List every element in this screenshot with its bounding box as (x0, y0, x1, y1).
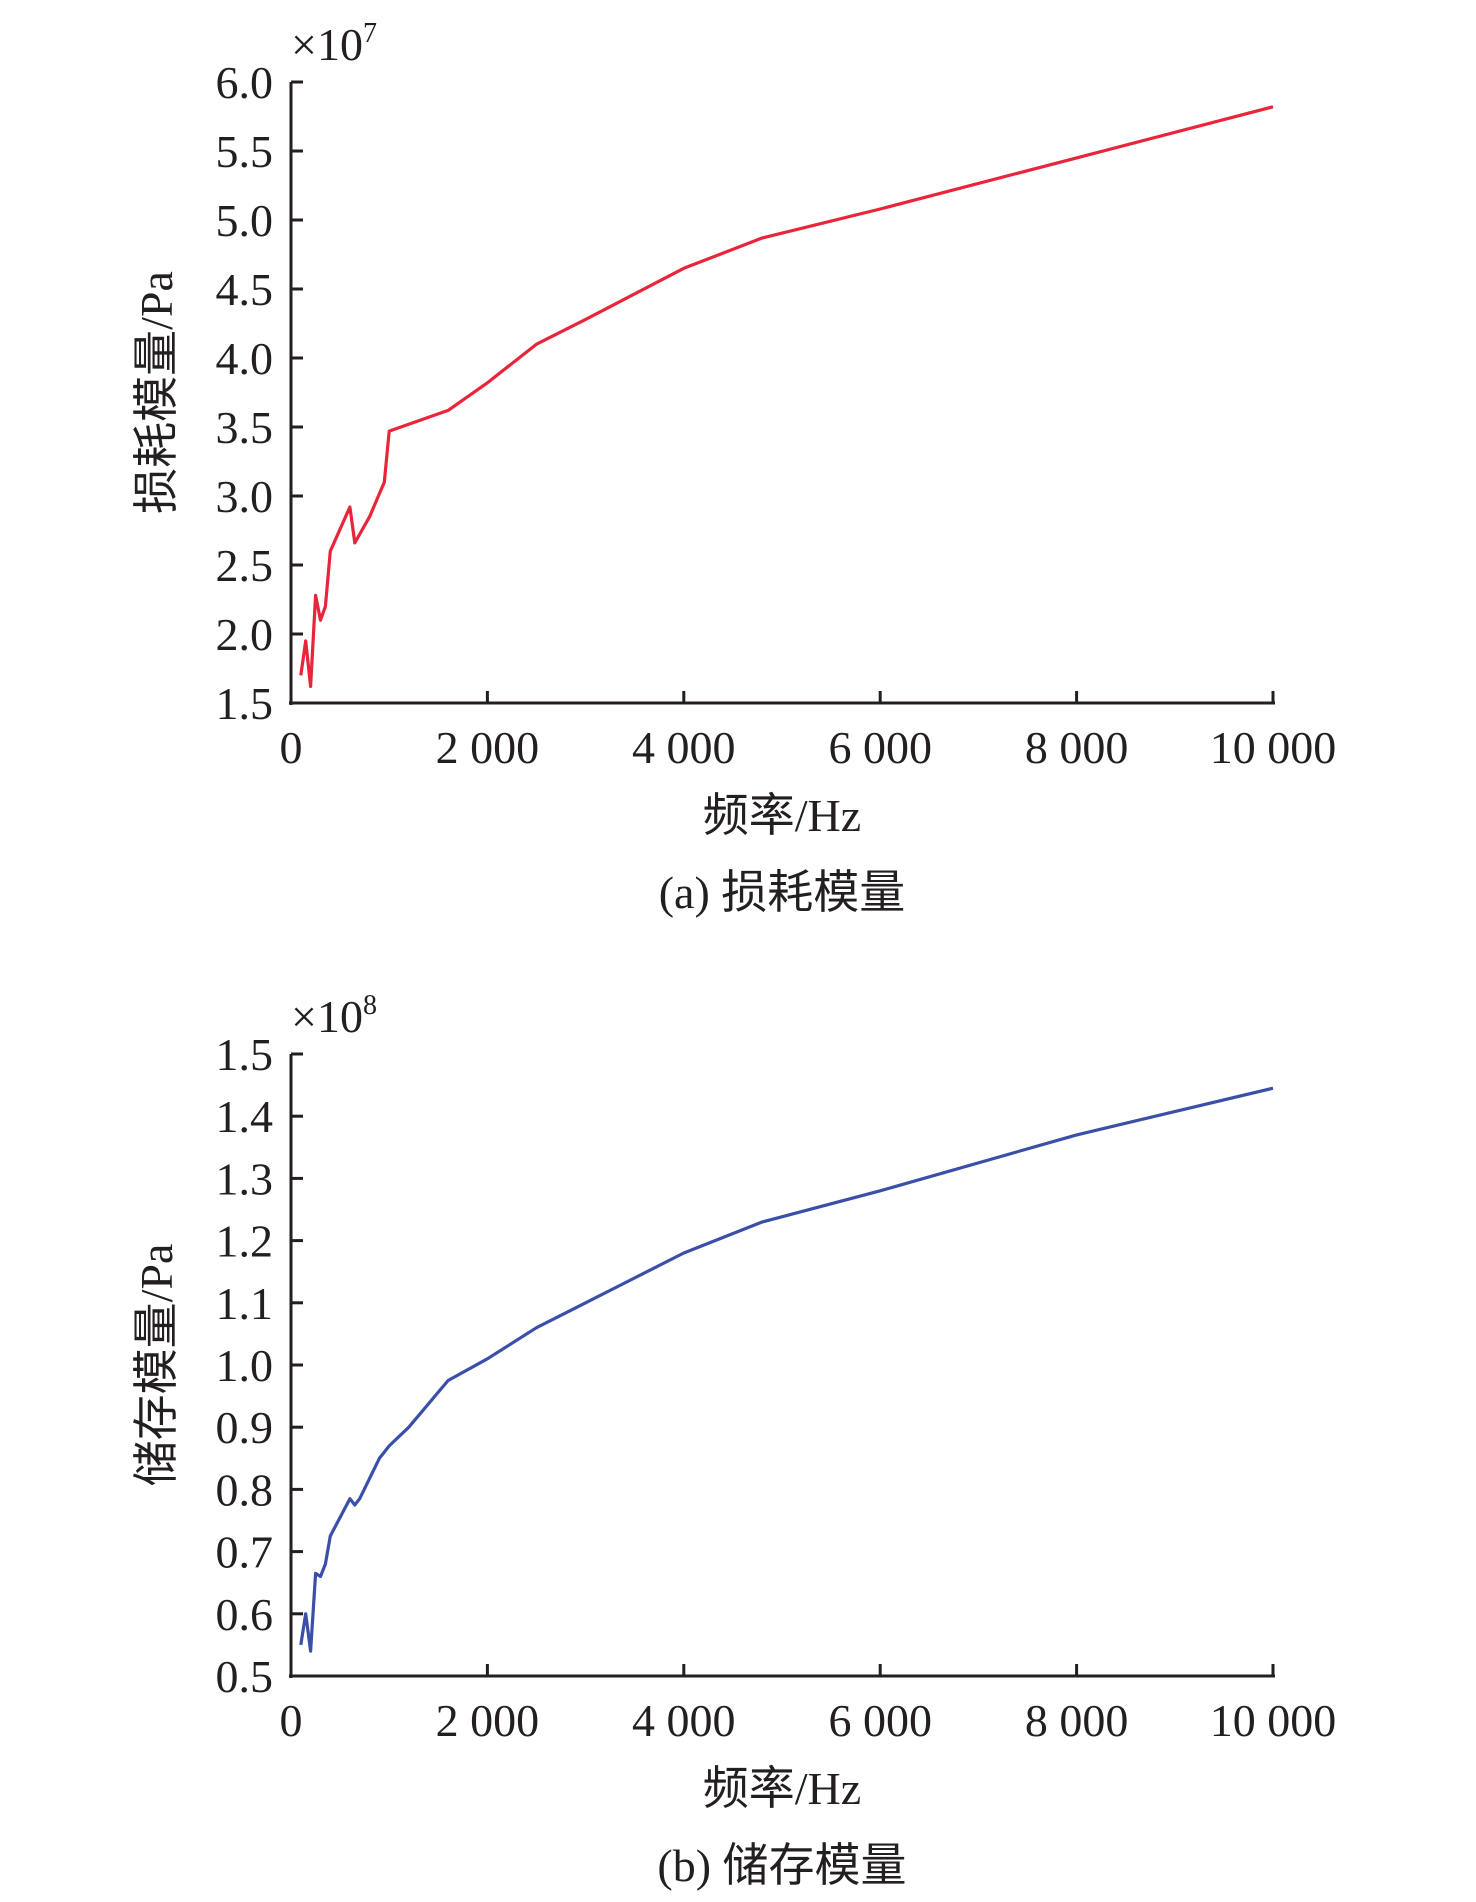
y-tick-label: 0.6 (216, 1589, 274, 1640)
x-tick-label: 8 000 (1025, 1695, 1129, 1746)
y-tick-label: 2.5 (216, 540, 274, 591)
y-tick-label: 1.4 (216, 1091, 274, 1142)
x-tick-label: 10 000 (1210, 722, 1337, 773)
series-line (299, 105, 1274, 689)
x-axis-label: 频率/Hz (703, 1763, 861, 1814)
y-tick-label: 2.0 (216, 609, 274, 660)
y-tick-label: 1.3 (216, 1153, 274, 1204)
chart-panel-b: 0.5 0.6 0.7 0.8 0.9 1.0 1.1 1.2 1.3 1.4 1.5 0 2 000 4… (131, 990, 1336, 1891)
y-tick-label: 3.0 (216, 471, 274, 522)
x-tick-label: 2 000 (436, 1695, 540, 1746)
x-axis-label: 频率/Hz (703, 790, 861, 841)
y-tick-label: 6.0 (216, 57, 274, 108)
figure-caption: (a) 损耗模量 (659, 867, 906, 918)
axis-multiplier: ×107 (291, 18, 377, 70)
x-tick-label: 4 000 (632, 1695, 736, 1746)
axis-exponent: 7 (363, 18, 377, 49)
y-tick-label: 0.8 (216, 1464, 274, 1515)
y-tick-label: 1.0 (216, 1340, 274, 1391)
axis-exponent: 8 (363, 990, 377, 1021)
x-tick-label: 4 000 (632, 722, 736, 773)
y-axis-label: 储存模量/Pa (131, 1244, 182, 1487)
x-tick-label: 8 000 (1025, 722, 1129, 773)
y-tick-label: 0.5 (216, 1651, 274, 1702)
y-tick-label: 1.2 (216, 1216, 274, 1267)
y-axis-label: 损耗模量/Pa (131, 271, 182, 514)
x-tick-label: 2 000 (436, 722, 540, 773)
x-tick-label: 10 000 (1210, 1695, 1337, 1746)
x-tick-label: 6 000 (828, 722, 932, 773)
y-tick-label: 1.5 (216, 678, 274, 729)
y-tick-label: 4.0 (216, 333, 274, 384)
y-tick-label: 3.5 (216, 402, 274, 453)
y-tick-label: 5.0 (216, 195, 274, 246)
y-tick-label: 0.7 (216, 1527, 274, 1578)
figure-caption: (b) 储存模量 (657, 1840, 906, 1891)
x-tick-label: 0 (280, 722, 303, 773)
y-tick-label: 5.5 (216, 126, 274, 177)
y-tick-label: 0.9 (216, 1402, 274, 1453)
axis-multiplier: ×108 (291, 990, 377, 1042)
x-tick-label: 0 (280, 1695, 303, 1746)
y-tick-label: 1.1 (216, 1278, 274, 1329)
x-tick-label: 6 000 (828, 1695, 932, 1746)
series-line (299, 1086, 1274, 1653)
chart-panel-a: 1.5 2.0 2.5 3.0 3.5 4.0 4.5 5.0 5.5 6.0 0 2 000 4 00… (131, 18, 1336, 918)
y-tick-label: 1.5 (216, 1029, 274, 1080)
y-tick-label: 4.5 (216, 264, 274, 315)
